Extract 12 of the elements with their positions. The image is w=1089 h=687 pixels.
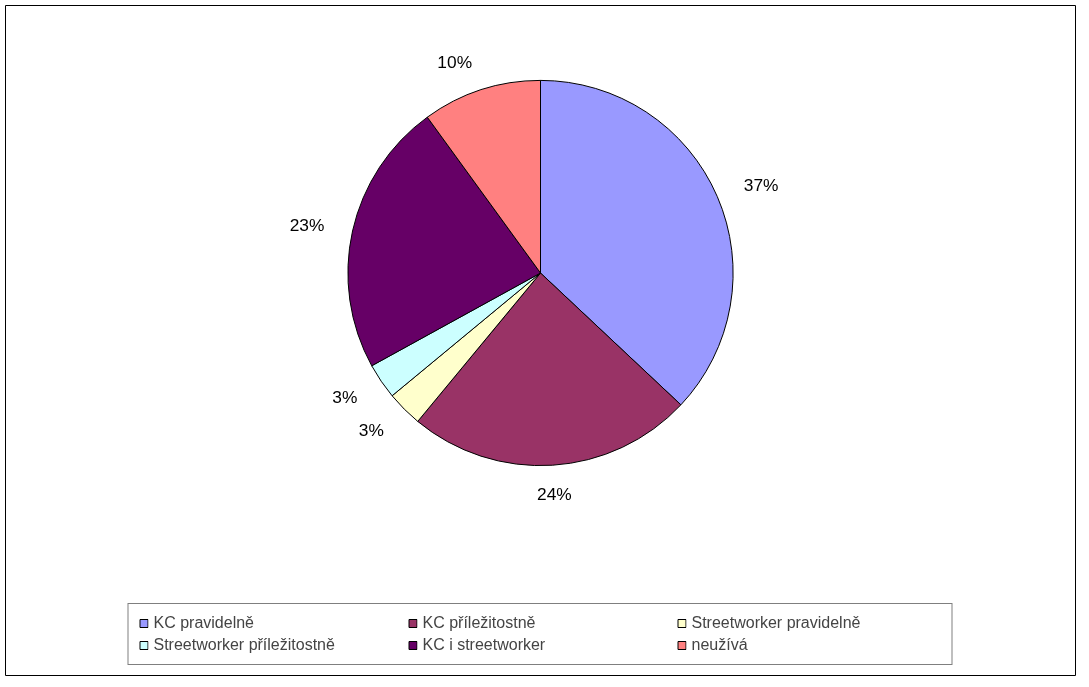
data-label: 24% <box>537 484 572 505</box>
legend-label: KC i streetworker <box>422 636 547 654</box>
legend-label: KC příležitostně <box>422 614 537 632</box>
data-label: 3% <box>332 387 358 408</box>
legend-label: KC pravidelně <box>153 614 255 632</box>
legend-label: Streetworker příležitostně <box>153 636 336 654</box>
legend-label: Streetworker pravidelně <box>691 614 862 632</box>
data-label: 3% <box>358 419 384 440</box>
data-label: 10% <box>437 52 473 73</box>
data-label: 37% <box>743 175 779 196</box>
data-label: 23% <box>289 214 325 235</box>
legend-label: neužívá <box>691 636 749 654</box>
